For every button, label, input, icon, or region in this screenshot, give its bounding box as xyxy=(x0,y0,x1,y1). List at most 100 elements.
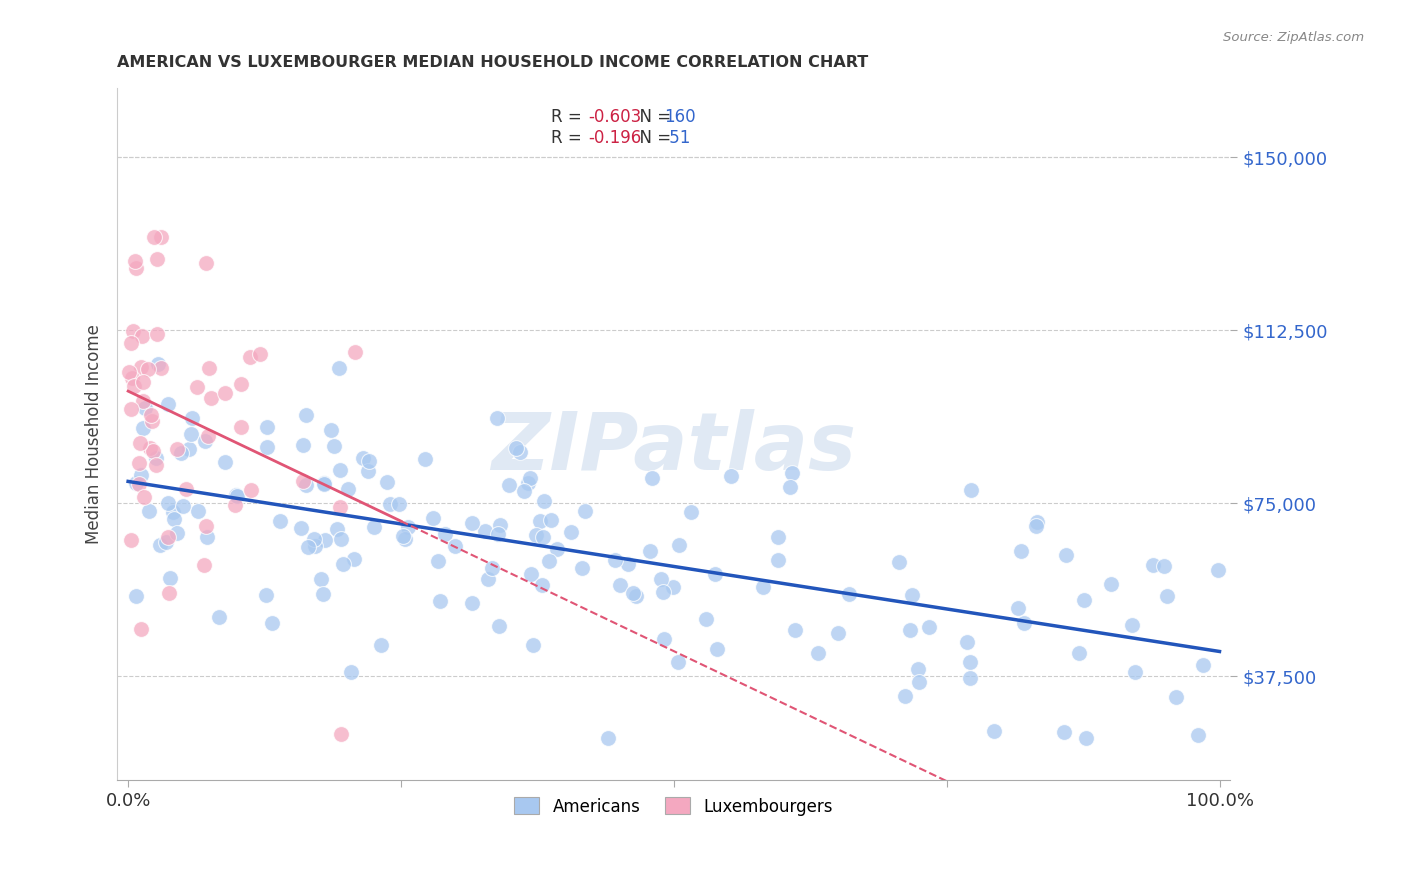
Point xyxy=(124,476,146,491)
Point xyxy=(959,655,981,669)
Point xyxy=(200,392,222,406)
Point xyxy=(304,532,326,546)
Point xyxy=(1054,548,1077,562)
Point xyxy=(249,347,271,361)
Point xyxy=(704,567,727,582)
Point xyxy=(134,401,156,415)
Point xyxy=(195,530,218,544)
Point xyxy=(546,542,568,557)
Point xyxy=(375,475,398,489)
Point xyxy=(956,635,979,649)
Point xyxy=(520,567,543,582)
Point xyxy=(326,522,349,536)
Point xyxy=(157,530,180,544)
Point xyxy=(488,618,510,632)
Point xyxy=(194,519,217,533)
Point xyxy=(1156,589,1178,603)
Point xyxy=(413,452,436,467)
Point xyxy=(256,419,278,434)
Point xyxy=(838,587,860,601)
Point xyxy=(752,580,775,594)
Point xyxy=(314,533,336,548)
Point xyxy=(120,335,142,350)
Point xyxy=(214,385,236,400)
Point xyxy=(918,620,941,634)
Point xyxy=(1191,658,1213,673)
Point xyxy=(269,514,291,528)
Point xyxy=(1142,558,1164,572)
Point xyxy=(1123,665,1146,680)
Point xyxy=(134,490,156,504)
Point xyxy=(128,456,150,470)
Point xyxy=(422,510,444,524)
Point xyxy=(150,230,173,244)
Point xyxy=(314,476,336,491)
Point xyxy=(679,505,702,519)
Point xyxy=(231,420,253,434)
Point xyxy=(186,380,208,394)
Point xyxy=(311,572,333,586)
Point xyxy=(180,426,202,441)
Point xyxy=(461,596,484,610)
Point xyxy=(146,357,169,371)
Text: -0.196: -0.196 xyxy=(588,128,641,147)
Point xyxy=(706,642,728,657)
Point xyxy=(357,464,380,478)
Point xyxy=(396,520,419,534)
Point xyxy=(1076,731,1098,746)
Point xyxy=(519,470,541,484)
Point xyxy=(378,497,401,511)
Point xyxy=(488,517,510,532)
Point xyxy=(783,624,806,638)
Point xyxy=(537,554,560,568)
Point xyxy=(1164,690,1187,705)
Point xyxy=(529,514,551,528)
Point xyxy=(650,572,672,586)
Point xyxy=(359,454,381,468)
Point xyxy=(163,512,186,526)
Point xyxy=(343,552,366,566)
Point xyxy=(898,623,921,637)
Point xyxy=(498,478,520,492)
Point xyxy=(720,468,742,483)
Point xyxy=(540,513,562,527)
Point xyxy=(522,638,544,652)
Point xyxy=(297,540,319,554)
Point xyxy=(321,423,343,437)
Point xyxy=(225,488,247,502)
Point xyxy=(180,410,202,425)
Text: N =: N = xyxy=(630,128,676,147)
Point xyxy=(197,361,219,376)
Point xyxy=(477,573,499,587)
Point xyxy=(603,553,626,567)
Point xyxy=(132,375,155,389)
Point xyxy=(172,500,194,514)
Point xyxy=(1153,558,1175,573)
Point xyxy=(668,538,690,552)
Point xyxy=(363,520,385,534)
Point xyxy=(444,539,467,553)
Point xyxy=(329,727,352,741)
Point xyxy=(142,443,165,458)
Point xyxy=(652,585,675,599)
Point xyxy=(485,411,508,425)
Point xyxy=(290,521,312,535)
Point xyxy=(131,394,153,409)
Point xyxy=(807,646,830,660)
Point xyxy=(129,468,152,483)
Point xyxy=(887,555,910,569)
Point xyxy=(827,626,849,640)
Point xyxy=(1025,515,1047,529)
Point xyxy=(336,482,359,496)
Point xyxy=(624,589,647,603)
Point xyxy=(661,580,683,594)
Point xyxy=(129,623,152,637)
Point xyxy=(370,638,392,652)
Point xyxy=(1187,728,1209,742)
Point xyxy=(141,414,163,428)
Point xyxy=(329,500,352,514)
Point xyxy=(513,484,536,499)
Point xyxy=(560,525,582,540)
Text: AMERICAN VS LUXEMBOURGER MEDIAN HOUSEHOLD INCOME CORRELATION CHART: AMERICAN VS LUXEMBOURGER MEDIAN HOUSEHOL… xyxy=(117,55,869,70)
Point xyxy=(959,671,981,685)
